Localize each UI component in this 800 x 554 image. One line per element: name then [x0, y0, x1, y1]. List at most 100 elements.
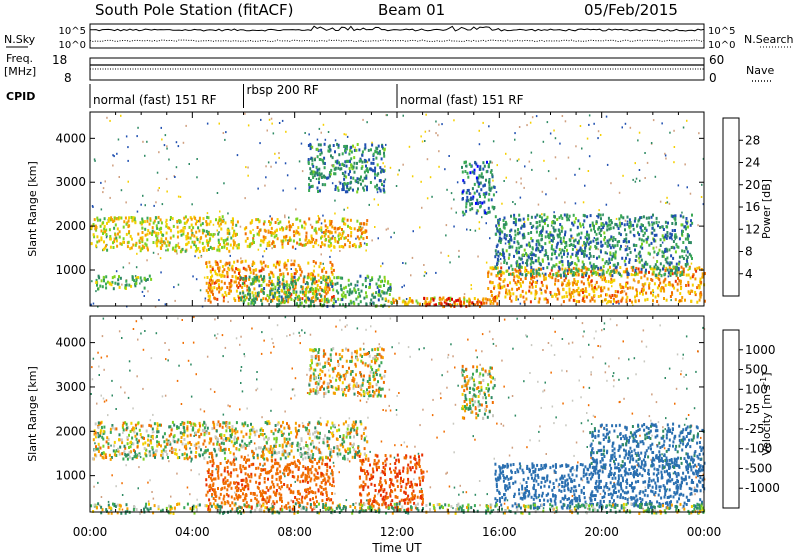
range-cell: [533, 276, 536, 280]
range-cell: [409, 355, 411, 358]
range-cell: [299, 303, 302, 307]
range-cell: [178, 364, 180, 367]
range-cell: [527, 217, 530, 221]
range-cell: [669, 272, 672, 276]
range-cell: [607, 223, 610, 227]
range-cell: [356, 228, 359, 232]
range-cell: [573, 281, 576, 285]
range-cell: [524, 266, 527, 270]
range-cell: [160, 240, 163, 244]
range-cell: [591, 221, 594, 225]
range-cell: [315, 231, 318, 235]
range-cell: [686, 255, 689, 259]
range-cell: [549, 291, 552, 294]
range-cell: [297, 278, 299, 282]
range-cell: [487, 275, 490, 278]
range-cell: [435, 120, 437, 123]
range-cell: [566, 255, 569, 258]
range-cell: [109, 218, 112, 222]
range-cell: [476, 300, 479, 304]
range-cell: [595, 280, 598, 284]
freq-right-tick: 60: [709, 53, 724, 67]
range-cell: [449, 296, 452, 300]
range-cell: [640, 216, 643, 219]
range-cell: [107, 414, 109, 417]
range-cell: [311, 456, 314, 460]
range-cell: [153, 219, 156, 223]
range-cell: [679, 292, 682, 295]
range-cell: [542, 507, 545, 510]
range-cell: [439, 392, 442, 395]
range-cell: [314, 227, 317, 231]
range-cell: [284, 283, 287, 287]
range-cell: [222, 239, 225, 243]
range-cell: [466, 299, 469, 303]
range-cell: [589, 254, 592, 258]
range-cell: [322, 161, 325, 165]
range-cell: [354, 179, 357, 183]
range-cell: [194, 216, 197, 220]
range-cell: [322, 262, 324, 265]
range-cell: [381, 145, 384, 148]
range-cell: [521, 491, 523, 494]
range-cell: [644, 298, 647, 302]
range-cell: [233, 435, 236, 439]
range-cell: [324, 232, 327, 236]
range-cell: [320, 236, 322, 240]
range-cell: [243, 295, 245, 299]
range-cell: [508, 245, 511, 249]
range-cell: [514, 132, 516, 135]
range-cell: [631, 300, 633, 304]
range-cell: [637, 252, 640, 256]
range-cell: [685, 217, 688, 220]
range-cell: [632, 273, 634, 276]
range-cell: [190, 395, 193, 398]
range-cell: [283, 235, 285, 239]
range-cell: [620, 222, 623, 226]
range-cell: [208, 288, 211, 292]
range-cell: [134, 275, 137, 278]
range-cell: [365, 236, 368, 239]
range-cell: [518, 126, 521, 128]
range-cell: [190, 424, 192, 427]
range-cell: [555, 274, 558, 278]
range-cell: [156, 171, 159, 174]
range-cell: [309, 142, 312, 146]
range-cell: [270, 388, 273, 391]
range-cell: [357, 395, 359, 397]
range-cell: [103, 368, 105, 371]
range-cell: [142, 140, 144, 143]
range-cell: [668, 236, 671, 240]
range-cell: [319, 189, 321, 193]
y-tick-label: 3000: [55, 175, 86, 189]
range-cell: [152, 251, 155, 254]
range-cell: [422, 408, 424, 411]
range-cell: [322, 231, 325, 234]
range-cell: [624, 263, 627, 267]
range-cell: [578, 239, 580, 243]
range-cell: [278, 152, 280, 155]
range-cell: [612, 303, 614, 305]
range-cell: [223, 182, 225, 185]
range-cell: [519, 277, 522, 281]
range-cell: [322, 289, 325, 293]
range-cell: [483, 301, 485, 305]
range-cell: [279, 273, 282, 277]
range-cell: [219, 222, 222, 226]
range-cell: [498, 291, 501, 295]
range-cell: [618, 378, 620, 381]
range-cell: [578, 248, 581, 252]
range-cell: [220, 274, 223, 278]
range-cell: [681, 255, 684, 259]
range-cell: [206, 212, 209, 215]
range-cell: [124, 391, 126, 394]
range-cell: [258, 284, 261, 288]
range-cell: [356, 161, 358, 165]
range-cell: [581, 322, 584, 325]
range-cell: [218, 216, 221, 220]
range-cell: [256, 226, 259, 229]
range-cell: [220, 237, 223, 241]
range-cell: [278, 291, 281, 294]
range-cell: [592, 239, 595, 243]
range-cell: [379, 346, 381, 349]
